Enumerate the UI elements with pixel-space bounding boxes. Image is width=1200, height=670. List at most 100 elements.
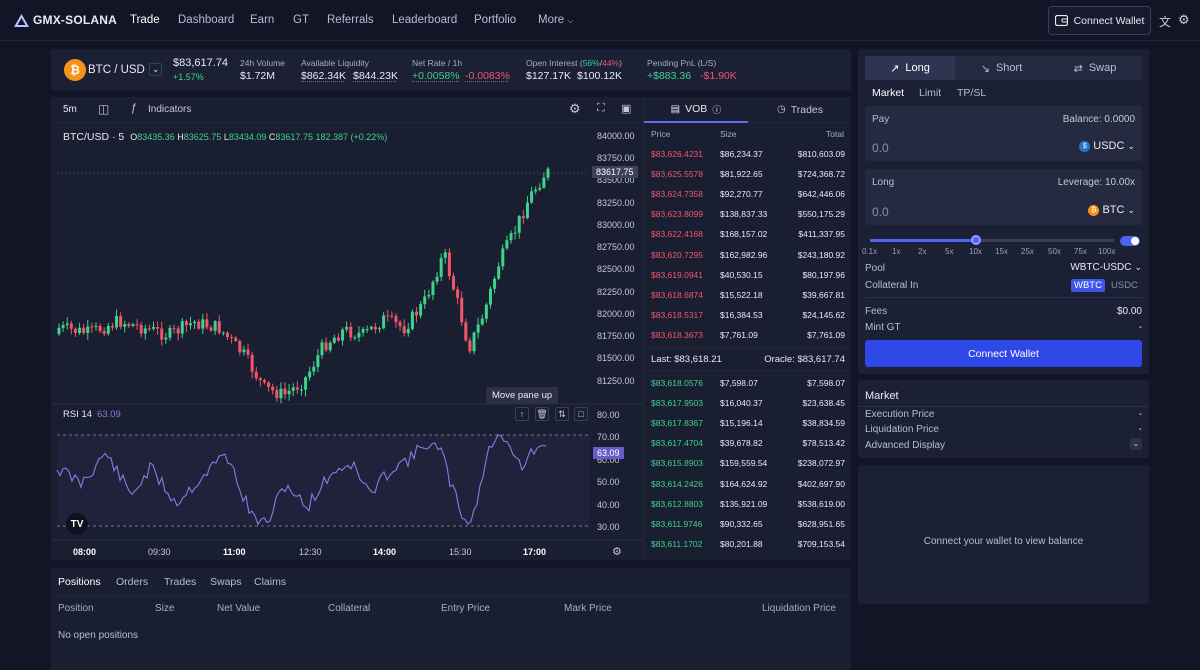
function-icon[interactable]: ƒ — [131, 102, 138, 114]
leverage-toggle[interactable] — [1120, 236, 1140, 246]
rsi-value: 63.09 — [97, 409, 121, 420]
gear-icon[interactable]: ⚙ — [1178, 12, 1190, 27]
lev-mark[interactable]: 25x — [1021, 247, 1034, 256]
ask-row[interactable]: $83,619.0941 $40,530.15 $80,197.96 — [644, 265, 852, 285]
tab-positions[interactable]: Positions — [58, 576, 101, 588]
nav-trade[interactable]: Trade — [130, 14, 160, 26]
nav-more[interactable]: More ⌵ — [538, 14, 573, 26]
tradingview-logo-icon[interactable]: TV — [66, 513, 88, 535]
tab-orders[interactable]: Orders — [116, 576, 149, 588]
lev-mark[interactable]: 0.1x — [862, 247, 878, 256]
bid-row[interactable]: $83,618.0576 $7,598.07 $7,598.07 — [644, 373, 852, 393]
arrow-up-icon[interactable]: ↑ — [515, 407, 529, 421]
candle-body — [267, 382, 271, 387]
connect-wallet-submit[interactable]: Connect Wallet — [865, 340, 1142, 367]
net-rate-short[interactable]: -0.0083% — [465, 70, 510, 82]
maximize-icon[interactable]: □ — [574, 407, 588, 421]
nav-portfolio[interactable]: Portfolio — [474, 14, 517, 26]
tab-trades-history[interactable]: Trades — [164, 576, 197, 588]
row-size: $16,384.53 — [720, 309, 763, 320]
subtab-limit[interactable]: Limit — [919, 87, 942, 99]
mark-price: $83,617.74 — [173, 57, 229, 69]
subtab-market[interactable]: Market — [872, 87, 905, 99]
col-net-value: Net Value — [217, 603, 261, 614]
candle-type-icon[interactable]: ◫ — [98, 102, 110, 116]
interval-button[interactable]: 5m — [63, 104, 77, 115]
chevron-down-icon[interactable]: ⌄ — [1130, 438, 1142, 450]
tab-trades[interactable]: ◷ Trades — [748, 97, 852, 123]
brand-logo[interactable]: GMX-SOLANA — [14, 12, 117, 28]
bid-row[interactable]: $83,611.1702 $80,201.88 $709,153.54 — [644, 534, 852, 554]
leverage-handle[interactable] — [971, 235, 981, 245]
collateral-wbtc[interactable]: WBTC — [1071, 279, 1105, 292]
ask-row[interactable]: $83,624.7358 $92,270.77 $642,446.06 — [644, 184, 852, 204]
candle-body — [275, 390, 279, 399]
pair-selector[interactable]: BTC / USD ⌄ — [88, 63, 163, 76]
price-chart[interactable] — [51, 123, 643, 560]
row-price: $83,625.5578 — [651, 169, 703, 180]
nav-leaderboard[interactable]: Leaderboard — [392, 14, 458, 26]
lev-mark[interactable]: 15x — [995, 247, 1008, 256]
ask-row[interactable]: $83,620.7295 $162,982.96 $243,180.92 — [644, 245, 852, 265]
ask-row[interactable]: $83,618.6874 $15,522.18 $39,667.81 — [644, 285, 852, 305]
delta-value: 182.387 (+0.22%) — [315, 132, 388, 142]
lev-mark[interactable]: 100x — [1098, 247, 1116, 256]
liquidity-short[interactable]: $844.23K — [353, 70, 398, 82]
bid-row[interactable]: $83,617.8367 $15,196.14 $38,834.59 — [644, 413, 852, 433]
bid-row[interactable]: $83,611.9746 $90,332.65 $628,951.65 — [644, 514, 852, 534]
lev-mark[interactable]: 50x — [1048, 247, 1061, 256]
ask-row[interactable]: $83,623.8099 $138,837.33 $550,175.29 — [644, 204, 852, 224]
tab-long[interactable]: ↗ Long — [865, 56, 955, 80]
net-rate-long[interactable]: +0.0058% — [412, 70, 460, 82]
nav-earn[interactable]: Earn — [250, 14, 275, 26]
lev-mark[interactable]: 75x — [1074, 247, 1087, 256]
bid-row[interactable]: $83,612.8803 $135,921.09 $538,619.00 — [644, 494, 852, 514]
candle-body — [378, 328, 382, 330]
pay-token-select[interactable]: $ USDC ⌄ — [1079, 140, 1135, 152]
wallet-message: Connect your wallet to view balance — [923, 536, 1084, 547]
row-size: $15,522.18 — [720, 289, 763, 300]
pay-input[interactable]: 0.0 — [872, 141, 889, 155]
ask-row[interactable]: $83,618.5317 $16,384.53 $24,145.62 — [644, 305, 852, 325]
connect-wallet-button[interactable]: Connect Wallet — [1048, 6, 1151, 35]
ask-row[interactable]: $83,626.4231 $86,234.37 $810,603.09 — [644, 144, 852, 164]
long-input[interactable]: 0.0 — [872, 205, 889, 219]
leverage-track[interactable] — [870, 239, 1114, 242]
trash-icon[interactable]: 🗑 — [535, 407, 549, 421]
nav-referrals[interactable]: Referrals — [327, 14, 374, 26]
lev-mark[interactable]: 10x — [969, 247, 982, 256]
axis-settings-icon[interactable]: ⚙ — [612, 546, 622, 558]
pool-select[interactable]: WBTC-USDC ⌄ — [1070, 262, 1142, 273]
rsi-tick: 80.00 — [597, 410, 620, 420]
bid-row[interactable]: $83,614.2426 $164,624.92 $402,697.90 — [644, 474, 852, 494]
subtab-tpsl[interactable]: TP/SL — [957, 87, 987, 99]
advanced-display-label: Advanced Display — [865, 440, 946, 451]
lev-mark[interactable]: 2x — [918, 247, 927, 256]
price-tick: 81750.00 — [597, 331, 635, 341]
lev-mark[interactable]: 5x — [945, 247, 954, 256]
ask-row[interactable]: $83,622.4168 $168,157.02 $411,337.95 — [644, 224, 852, 244]
collateral-usdc[interactable]: USDC — [1111, 280, 1138, 291]
bid-row[interactable]: $83,617.4704 $39,678.82 $78,513.42 — [644, 433, 852, 453]
tab-short[interactable]: ↘ Short — [955, 56, 1048, 80]
ask-row[interactable]: $83,625.5578 $81,922.65 $724,368.72 — [644, 164, 852, 184]
tab-swap[interactable]: ⇄ Swap — [1048, 56, 1142, 80]
indicators-button[interactable]: Indicators — [148, 104, 192, 115]
long-token-select[interactable]: ₿ BTC ⌄ — [1088, 204, 1135, 216]
ask-row[interactable]: $83,618.3673 $7,761.09 $7,761.09 — [644, 325, 852, 345]
settings-icon[interactable]: ⚙ — [569, 101, 581, 116]
language-icon[interactable]: 文 — [1159, 15, 1172, 29]
tab-swaps[interactable]: Swaps — [210, 576, 242, 588]
fullscreen-icon[interactable]: ⛶ — [597, 102, 605, 114]
liquidity-long[interactable]: $862.34K — [301, 70, 346, 82]
collapse-icon[interactable]: ⇅ — [555, 407, 569, 421]
candle-body — [139, 324, 143, 334]
bid-row[interactable]: $83,615.8903 $159,559.54 $238,072.97 — [644, 453, 852, 473]
bid-row[interactable]: $83,617.9503 $16,040.37 $23,638.45 — [644, 393, 852, 413]
nav-gt[interactable]: GT — [293, 14, 309, 26]
tab-vob[interactable]: ▤ VOB ⓘ — [644, 97, 748, 123]
tab-claims[interactable]: Claims — [254, 576, 287, 588]
camera-icon[interactable]: ▣ — [621, 103, 632, 115]
nav-dashboard[interactable]: Dashboard — [178, 14, 235, 26]
lev-mark[interactable]: 1x — [892, 247, 901, 256]
